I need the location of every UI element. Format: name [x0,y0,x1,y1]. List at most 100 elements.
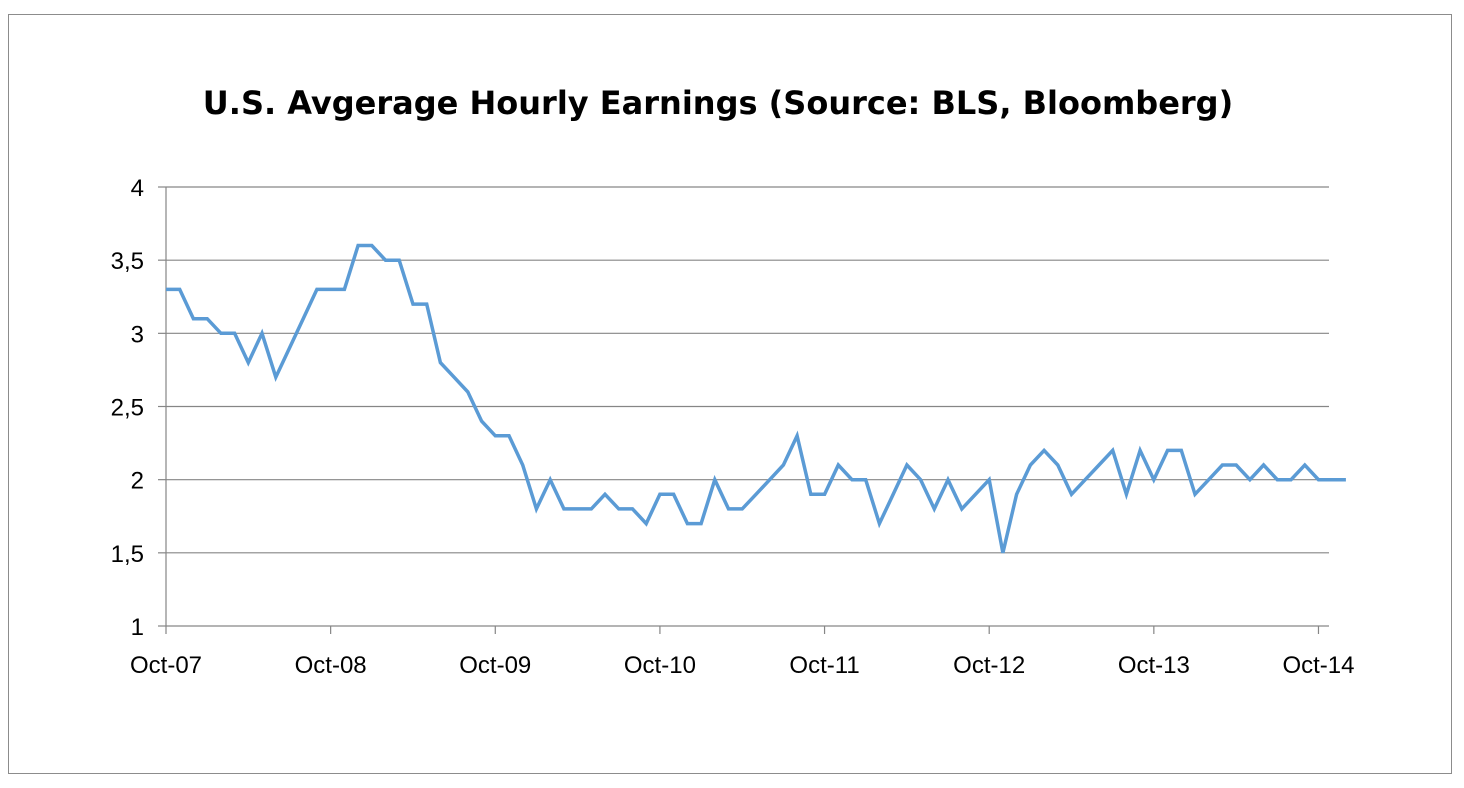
data-point [1331,478,1334,481]
data-point [329,288,332,291]
data-point [398,259,401,262]
data-point [1166,449,1169,452]
data-point [219,332,222,335]
x-tick-label: Oct-12 [953,652,1025,679]
data-point [658,493,661,496]
data-point [178,288,181,291]
data-point [919,478,922,481]
data-point [1015,493,1018,496]
y-tick-label: 1,5 [111,541,144,568]
data-point [192,317,195,320]
data-point [1056,464,1059,467]
x-tick-label: Oct-10 [624,652,696,679]
series-line [166,243,1346,554]
data-point [1235,464,1238,467]
data-point [947,478,950,481]
data-point [549,478,552,481]
data-point [1194,493,1197,496]
data-point [494,434,497,437]
data-point [274,376,277,379]
y-tick-label: 2,5 [111,395,144,422]
y-tick-label: 2 [131,468,144,495]
data-point [562,507,565,510]
data-point [1317,478,1320,481]
data-point [1262,464,1265,467]
data-point [741,507,744,510]
data-point [837,464,840,467]
data-point [590,507,593,510]
data-point [727,507,730,510]
data-point [823,493,826,496]
data-point [645,522,648,525]
data-point [1344,478,1347,481]
data-point [302,317,305,320]
data-point [370,244,373,247]
data-point [480,420,483,423]
data-point [782,464,785,467]
data-point [343,288,346,291]
data-point [1290,478,1293,481]
data-point [974,493,977,496]
data-point [1043,449,1046,452]
data-point [672,493,675,496]
x-tick-label: Oct-09 [459,652,531,679]
x-tick-label: Oct-14 [1282,652,1354,679]
data-point [206,317,209,320]
data-point [576,507,579,510]
data-point [508,434,511,437]
data-point [700,522,703,525]
data-point [1152,478,1155,481]
data-point [1303,464,1306,467]
data-point [631,507,634,510]
data-point [247,361,250,364]
y-tick-label: 4 [131,175,144,202]
data-point [1001,551,1004,554]
data-point [1276,478,1279,481]
data-point [1029,464,1032,467]
data-point [864,478,867,481]
data-point [165,288,168,291]
y-tick-label: 3,5 [111,248,144,275]
data-point [233,332,236,335]
data-point [851,478,854,481]
tick-labels: 1 1,5 2 2,5 3 3,5 4 Oct-07 Oct-08 Oct-09 Oct-10 Oct… [111,175,1355,679]
data-point [1111,449,1114,452]
data-point [1180,449,1183,452]
data-point [796,434,799,437]
data-point [1207,478,1210,481]
data-point [988,478,991,481]
data-point [1139,449,1142,452]
y-tick-label: 1 [131,614,144,641]
data-point [892,493,895,496]
data-point [425,303,428,306]
x-tick-label: Oct-11 [789,652,859,679]
data-point [1125,493,1128,496]
data-point [1070,493,1073,496]
y-tick-label: 3 [131,321,144,348]
data-point [288,346,291,349]
data-point [878,522,881,525]
data-point [411,303,414,306]
data-point [1084,478,1087,481]
data-point [960,507,963,510]
data-point [384,259,387,262]
gridlines [166,186,1329,554]
data-point [521,464,524,467]
data-point [1221,464,1224,467]
data-point [686,522,689,525]
data-point [768,478,771,481]
chart-area [8,14,1452,774]
axes [158,186,1329,634]
x-tick-label: Oct-13 [1118,652,1190,679]
data-point [754,493,757,496]
data-point [535,507,538,510]
chart-title: U.S. Avgerage Hourly Earnings (Source: B… [202,84,1234,122]
data-point [809,493,812,496]
data-point [453,376,456,379]
data-point [261,332,264,335]
data-point [315,288,318,291]
series-layer [165,243,1347,554]
x-tick-label: Oct-08 [295,652,367,679]
data-point [905,464,908,467]
